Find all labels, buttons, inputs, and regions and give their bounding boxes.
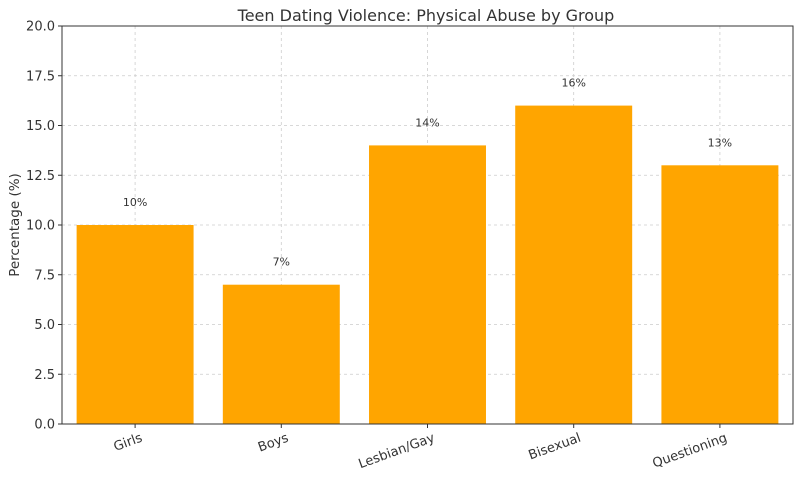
x-tick-label: Bisexual: [527, 431, 583, 464]
x-tick-label: Lesbian/Gay: [357, 431, 438, 473]
y-tick-label: 2.5: [34, 368, 55, 383]
x-tick-label: Questioning: [651, 431, 730, 472]
bar: [76, 225, 194, 424]
y-tick-label: 20.0: [26, 20, 55, 35]
data-label: 13%: [708, 136, 732, 149]
y-axis-label: Percentage (%): [7, 173, 23, 277]
y-tick-label: 15.0: [26, 119, 55, 134]
data-label: 16%: [561, 77, 585, 90]
y-tick-label: 7.5: [34, 268, 55, 283]
y-tick-label: 12.5: [26, 169, 55, 184]
bar: [515, 105, 633, 424]
y-tick-label: 17.5: [26, 69, 55, 84]
y-tick-label: 0.0: [34, 418, 55, 433]
bar: [369, 145, 486, 424]
chart-title: Teen Dating Violence: Physical Abuse by …: [237, 6, 615, 25]
data-label: 10%: [123, 196, 147, 209]
y-tick-label: 10.0: [26, 219, 55, 234]
plot-frame: [61, 25, 794, 425]
data-label: 14%: [415, 116, 439, 129]
x-tick-label: Boys: [256, 431, 291, 456]
axes: [58, 25, 794, 428]
y-tick-label: 5.0: [34, 318, 55, 333]
bar: [222, 284, 340, 424]
bars: [76, 105, 779, 425]
data-label: 7%: [273, 256, 290, 269]
x-tick-label: Girls: [112, 431, 145, 455]
bar: [661, 165, 779, 425]
